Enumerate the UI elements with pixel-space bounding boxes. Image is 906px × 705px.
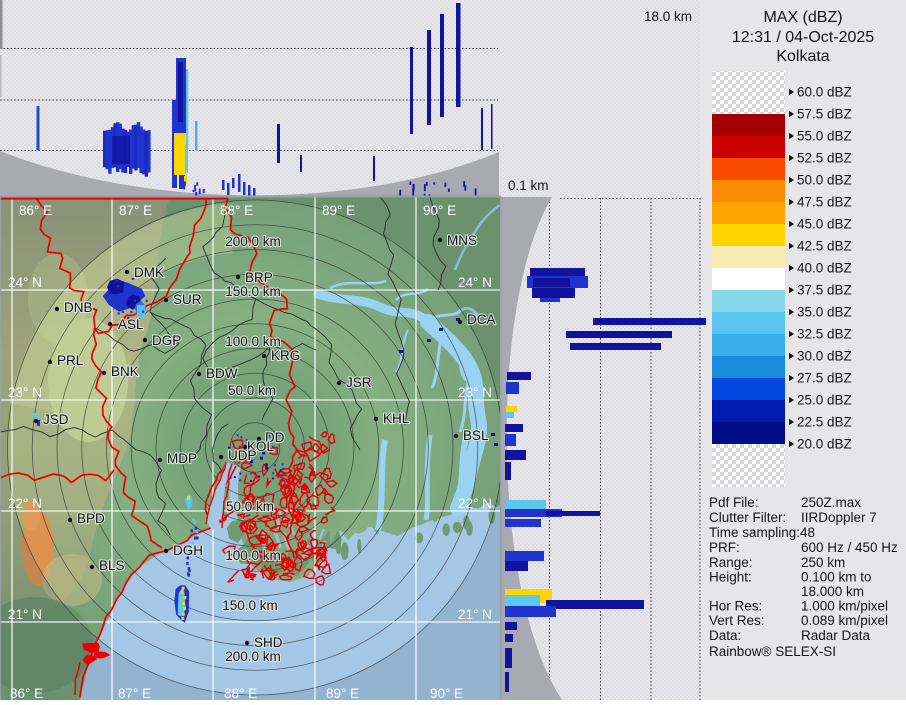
svg-text:Time sampling:48: Time sampling:48: [709, 525, 815, 540]
svg-text:89° E: 89° E: [322, 203, 355, 218]
svg-text:200.0 km: 200.0 km: [225, 234, 281, 249]
svg-text:50.0 km: 50.0 km: [228, 383, 276, 398]
svg-text:MAX (dBZ): MAX (dBZ): [763, 9, 842, 26]
svg-text:87° E: 87° E: [119, 203, 152, 218]
svg-text:0.089 km/pixel: 0.089 km/pixel: [801, 613, 888, 628]
svg-text:ASL: ASL: [118, 317, 144, 332]
svg-text:37.5 dBZ: 37.5 dBZ: [797, 283, 852, 298]
svg-text:22.5 dBZ: 22.5 dBZ: [797, 415, 852, 430]
svg-text:150.0 km: 150.0 km: [222, 598, 278, 613]
svg-text:DGH: DGH: [173, 543, 203, 558]
svg-text:100.0 km: 100.0 km: [225, 548, 281, 563]
svg-text:Vert Res:: Vert Res:: [709, 613, 765, 628]
svg-text:24° N: 24° N: [8, 275, 42, 290]
svg-text:DGP: DGP: [152, 333, 181, 348]
svg-text:KOL: KOL: [247, 439, 275, 454]
svg-text:UDP: UDP: [228, 448, 257, 463]
svg-text:88° E: 88° E: [224, 686, 257, 700]
svg-text:BNK: BNK: [111, 364, 139, 379]
svg-text:90° E: 90° E: [423, 203, 456, 218]
svg-text:55.0 dBZ: 55.0 dBZ: [797, 129, 852, 144]
svg-text:42.5 dBZ: 42.5 dBZ: [797, 239, 852, 254]
svg-text:0.1 km: 0.1 km: [508, 178, 549, 193]
svg-text:27.5 dBZ: 27.5 dBZ: [797, 371, 852, 386]
svg-text:BRP: BRP: [245, 270, 273, 285]
svg-text:JSD: JSD: [43, 412, 69, 427]
svg-text:DD: DD: [265, 430, 285, 445]
svg-text:Height:: Height:: [709, 570, 752, 585]
svg-text:22° N: 22° N: [8, 496, 42, 511]
svg-text:18.000 km: 18.000 km: [801, 584, 864, 599]
svg-text:IIRDoppler 7: IIRDoppler 7: [801, 510, 877, 525]
svg-text:23° N: 23° N: [8, 385, 42, 400]
svg-text:Data:: Data:: [709, 628, 741, 643]
svg-text:23° N: 23° N: [458, 385, 492, 400]
svg-text:35.0 dBZ: 35.0 dBZ: [797, 305, 852, 320]
svg-text:1.000 km/pixel: 1.000 km/pixel: [801, 599, 888, 614]
svg-text:JSR: JSR: [346, 375, 372, 390]
svg-text:Kolkata: Kolkata: [776, 48, 829, 65]
svg-text:DMK: DMK: [134, 265, 164, 280]
svg-text:24° N: 24° N: [458, 275, 492, 290]
svg-text:BPD: BPD: [77, 511, 105, 526]
svg-text:88° E: 88° E: [220, 203, 253, 218]
svg-text:PRF:: PRF:: [709, 540, 740, 555]
svg-text:86° E: 86° E: [19, 203, 52, 218]
svg-text:30.0 dBZ: 30.0 dBZ: [797, 349, 852, 364]
svg-text:600 Hz / 450 Hz: 600 Hz / 450 Hz: [801, 540, 898, 555]
svg-text:22° N: 22° N: [458, 496, 492, 511]
svg-text:Hor Res:: Hor Res:: [709, 599, 762, 614]
svg-text:21° N: 21° N: [458, 607, 492, 622]
svg-text:150.0 km: 150.0 km: [225, 284, 281, 299]
svg-text:12:31 / 04-Oct-2025: 12:31 / 04-Oct-2025: [732, 29, 874, 46]
svg-text:25.0 dBZ: 25.0 dBZ: [797, 393, 852, 408]
svg-text:20.0 dBZ: 20.0 dBZ: [797, 437, 852, 452]
svg-text:57.5 dBZ: 57.5 dBZ: [797, 107, 852, 122]
svg-text:MDP: MDP: [167, 451, 197, 466]
svg-text:PRL: PRL: [57, 353, 84, 368]
svg-text:Range:: Range:: [709, 555, 753, 570]
svg-text:BDW: BDW: [206, 366, 238, 381]
svg-text:40.0 dBZ: 40.0 dBZ: [797, 261, 852, 276]
svg-text:89° E: 89° E: [326, 686, 359, 700]
svg-text:50.0 dBZ: 50.0 dBZ: [797, 173, 852, 188]
svg-text:DNB: DNB: [64, 300, 93, 315]
svg-text:KHL: KHL: [383, 411, 410, 426]
svg-text:47.5 dBZ: 47.5 dBZ: [797, 195, 852, 210]
svg-text:86° E: 86° E: [10, 686, 43, 700]
svg-text:SUR: SUR: [173, 292, 202, 307]
svg-text:BSL: BSL: [463, 428, 489, 443]
svg-text:Rainbow® SELEX-SI: Rainbow® SELEX-SI: [709, 644, 836, 659]
svg-text:100.0 km: 100.0 km: [225, 334, 281, 349]
svg-text:60.0 dBZ: 60.0 dBZ: [797, 85, 852, 100]
svg-text:200.0 km: 200.0 km: [225, 649, 281, 664]
svg-text:KRG: KRG: [271, 348, 300, 363]
svg-text:250Z.max: 250Z.max: [801, 495, 861, 510]
svg-text:250 km: 250 km: [801, 555, 845, 570]
svg-text:87° E: 87° E: [118, 686, 151, 700]
svg-text:90° E: 90° E: [430, 686, 463, 700]
svg-text:BLS: BLS: [99, 558, 125, 573]
svg-text:Clutter Filter:: Clutter Filter:: [709, 510, 786, 525]
svg-text:32.5 dBZ: 32.5 dBZ: [797, 327, 852, 342]
svg-text:52.5 dBZ: 52.5 dBZ: [797, 151, 852, 166]
svg-text:50.0 km: 50.0 km: [226, 499, 274, 514]
svg-text:DCA: DCA: [467, 312, 496, 327]
svg-text:0.100 km to: 0.100 km to: [801, 570, 872, 585]
svg-text:MNS: MNS: [447, 233, 477, 248]
svg-text:21° N: 21° N: [8, 607, 42, 622]
svg-text:Pdf File:: Pdf File:: [709, 495, 759, 510]
svg-text:45.0 dBZ: 45.0 dBZ: [797, 217, 852, 232]
svg-text:18.0 km: 18.0 km: [644, 9, 692, 24]
svg-text:Radar Data: Radar Data: [801, 628, 871, 643]
svg-text:SHD: SHD: [254, 635, 283, 650]
